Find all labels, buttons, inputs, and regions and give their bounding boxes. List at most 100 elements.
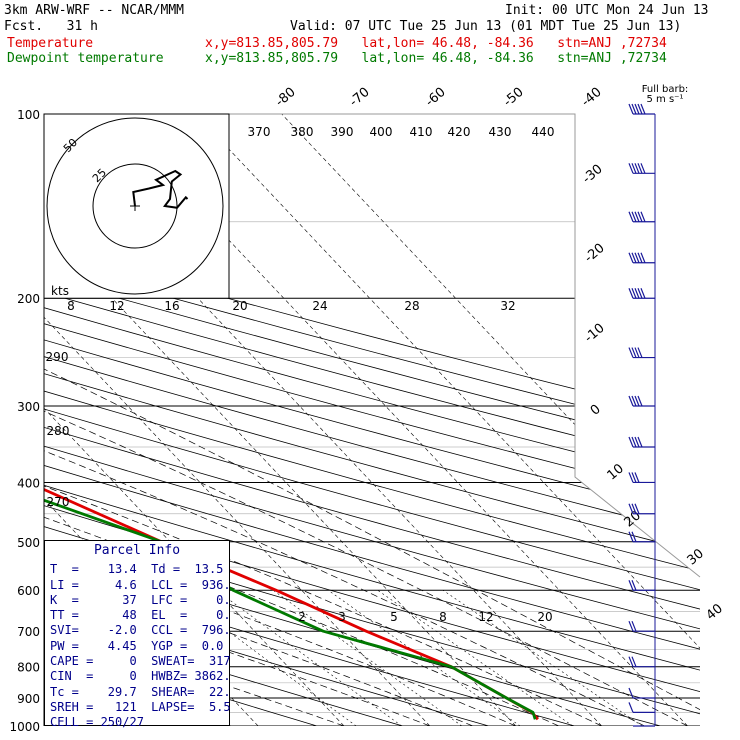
- equiv-theta-label: 410: [410, 125, 433, 139]
- pressure-tick-label: 700: [17, 625, 40, 639]
- mixing-ratio-line: [216, 589, 402, 726]
- isotherm: [44, 114, 517, 726]
- pressure-tick-label: 500: [17, 536, 40, 550]
- equiv-theta-label: 390: [331, 125, 354, 139]
- wind-barb-flag: [631, 288, 637, 299]
- wind-barb-flag: [640, 252, 646, 263]
- wind-barb-flag: [634, 252, 640, 263]
- wind-barb: [628, 211, 655, 223]
- dry-adiabat-label: 290: [46, 350, 69, 364]
- hodograph-axis-tick: 20: [232, 299, 247, 313]
- model-title: 3km ARW-WRF -- NCAR/MMM: [4, 3, 185, 18]
- moist-adiabat: [44, 297, 602, 726]
- isotherm: [44, 114, 345, 726]
- pressure-tick-label: 1000: [9, 720, 40, 734]
- temperature-tick-label: 0: [588, 402, 604, 419]
- isotherm: [44, 114, 431, 726]
- equiv-theta-label: 400: [370, 125, 393, 139]
- wind-barb-flag: [631, 395, 637, 407]
- equiv-theta-label: 430: [489, 125, 512, 139]
- hodograph-axis-tick: 32: [500, 299, 515, 313]
- wind-barb-flag: [628, 103, 634, 115]
- pressure-tick-label: 400: [17, 476, 40, 490]
- dry-adiabat: [44, 114, 575, 726]
- wind-barb-flag: [628, 656, 634, 667]
- moist-adiabat: [44, 297, 700, 726]
- wind-barb: [628, 472, 655, 484]
- dewpoint-profile: [44, 114, 537, 720]
- dry-adiabat: [44, 114, 700, 726]
- wind-barb-flag: [637, 103, 643, 115]
- wind-barb-flag: [628, 347, 634, 358]
- parcel-info-row: SVI= -2.0 CCL = 796.: [50, 623, 231, 638]
- wind-barb: [628, 687, 655, 699]
- wind-barb: [628, 620, 655, 632]
- dry-adiabat: [44, 114, 700, 726]
- parcel-info-row: LI = 4.6 LCL = 936.: [50, 577, 231, 592]
- wind-barb-flag: [640, 288, 646, 299]
- pressure-tick-label: 100: [17, 108, 40, 122]
- wind-barb: [628, 580, 655, 591]
- wind-barb-flag: [640, 163, 646, 174]
- dry-adiabat: [44, 114, 700, 726]
- wind-barb-flag: [628, 620, 634, 632]
- wind-barb-flag: [640, 103, 646, 115]
- wind-barb-flag: [628, 580, 634, 591]
- temperature-tick-label: 40: [704, 601, 726, 623]
- wind-barb: [628, 252, 655, 264]
- mixing-ratio-line: [442, 589, 643, 726]
- temperature-tick-label: -40: [579, 85, 605, 110]
- pressure-tick-label: 900: [17, 692, 40, 706]
- wind-barb-flag: [634, 103, 640, 115]
- wind-barb-flag: [637, 163, 643, 174]
- wind-barb-flag: [631, 347, 637, 358]
- wind-barb-flag: [631, 531, 637, 542]
- equiv-theta-label: 370: [248, 125, 271, 139]
- mixing-ratio-label: 20: [537, 610, 552, 624]
- plot-border: [44, 113, 701, 578]
- hodograph-trace: [132, 169, 189, 209]
- temperature-tick-label: 10: [605, 461, 627, 483]
- wind-barb-flag: [634, 503, 640, 514]
- dry-adiabat: [44, 114, 700, 726]
- dry-adiabat: [44, 114, 489, 726]
- temperature-location: x,y=813.85,805.79 lat,lon= 46.48, -84.36…: [205, 36, 667, 51]
- temperature-tick-label: -70: [347, 85, 373, 110]
- moist-adiabat: [44, 297, 559, 726]
- parcel-info-row: SREH = 121 LAPSE= 5.5: [50, 699, 231, 714]
- wind-barb: [628, 288, 655, 299]
- wind-barb-flag: [631, 580, 637, 591]
- wind-barb-flag: [631, 436, 637, 448]
- parcel-info-row: TT = 48 EL = 0.: [50, 608, 231, 623]
- temperature-legend: Temperature: [7, 36, 94, 51]
- wind-barb-flag: [634, 211, 640, 222]
- parcel-info-row: CELL = 250/27: [50, 715, 144, 730]
- hodograph-units-label: kts: [51, 284, 69, 298]
- parcel-info-row: Tc = 29.7 SHEAR= 22.: [50, 684, 231, 699]
- moist-adiabat: [44, 297, 645, 726]
- wind-barb: [628, 395, 655, 407]
- wind-barb-flag: [637, 211, 643, 222]
- mixing-ratio-label: 3: [338, 610, 346, 624]
- dry-adiabat: [44, 114, 700, 726]
- temperature-tick-label: -80: [273, 85, 299, 110]
- pressure-tick-label: 300: [17, 400, 40, 414]
- mixing-ratio-label: 2: [298, 610, 306, 624]
- wind-barb-flag: [637, 347, 643, 358]
- wind-barb-flag: [634, 288, 640, 299]
- hodograph-axis-tick: 16: [164, 299, 179, 313]
- valid-time: Valid: 07 UTC Tue 25 Jun 13 (01 MDT Tue …: [290, 19, 682, 34]
- wind-barb: [628, 702, 655, 713]
- equiv-theta-label: 440: [532, 125, 555, 139]
- forecast-hour: Fcst. 31 h: [4, 19, 98, 34]
- parcel-info-row: CAPE = 0 SWEAT= 317: [50, 654, 231, 669]
- parcel-info-row: CIN = 0 HWBZ= 3862.: [50, 669, 231, 684]
- temperature-tick-label: -30: [580, 162, 606, 187]
- wind-barb: [628, 103, 655, 115]
- dry-adiabat: [44, 114, 700, 726]
- wind-barb-flag: [631, 656, 637, 667]
- wind-barb-flag: [637, 252, 643, 263]
- mixing-ratio-label: 8: [439, 610, 447, 624]
- wind-barb-flag: [634, 163, 640, 174]
- wind-barb: [628, 163, 655, 174]
